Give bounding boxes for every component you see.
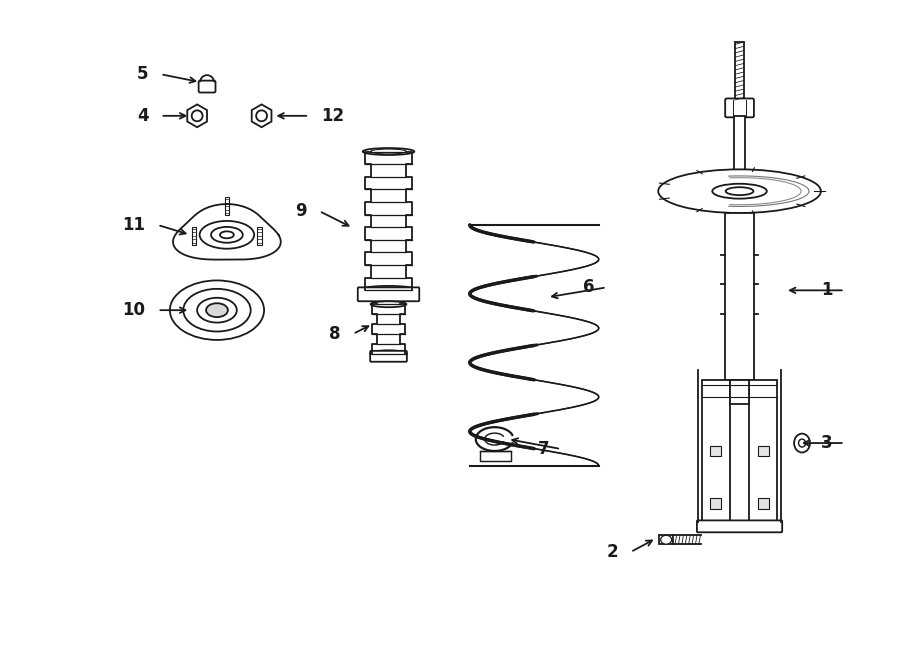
Text: 1: 1 <box>822 281 832 299</box>
Text: 8: 8 <box>329 325 341 343</box>
Text: 2: 2 <box>607 543 618 561</box>
Bar <box>257 227 262 245</box>
Ellipse shape <box>197 298 237 322</box>
Ellipse shape <box>200 221 254 249</box>
FancyBboxPatch shape <box>358 287 419 301</box>
Ellipse shape <box>794 434 810 452</box>
Ellipse shape <box>184 289 251 332</box>
Ellipse shape <box>371 301 407 307</box>
Ellipse shape <box>359 286 418 295</box>
Text: 6: 6 <box>583 278 595 297</box>
Text: 12: 12 <box>321 107 344 125</box>
Bar <box>734 42 744 102</box>
Ellipse shape <box>363 148 414 155</box>
Bar <box>730 379 750 404</box>
Ellipse shape <box>220 231 234 238</box>
Polygon shape <box>187 105 207 127</box>
Bar <box>225 197 230 215</box>
Circle shape <box>192 111 202 121</box>
Circle shape <box>256 111 267 121</box>
Text: 11: 11 <box>122 216 146 234</box>
FancyBboxPatch shape <box>370 351 407 361</box>
FancyBboxPatch shape <box>697 520 782 532</box>
Polygon shape <box>702 379 730 526</box>
Ellipse shape <box>658 169 821 213</box>
Bar <box>734 116 745 171</box>
Ellipse shape <box>371 149 407 154</box>
Text: 4: 4 <box>137 107 148 125</box>
Text: 7: 7 <box>537 440 549 458</box>
Ellipse shape <box>370 350 407 357</box>
Bar <box>192 227 196 245</box>
Bar <box>758 446 769 456</box>
Text: 10: 10 <box>122 301 146 319</box>
Text: 5: 5 <box>137 65 148 83</box>
Text: 3: 3 <box>821 434 833 452</box>
FancyBboxPatch shape <box>199 81 215 93</box>
FancyBboxPatch shape <box>725 99 754 117</box>
Ellipse shape <box>211 227 243 243</box>
Bar <box>480 451 511 461</box>
Bar <box>710 498 721 509</box>
Ellipse shape <box>170 281 264 340</box>
Polygon shape <box>252 105 272 127</box>
Ellipse shape <box>661 536 671 544</box>
Bar <box>659 536 673 544</box>
Bar <box>758 498 769 509</box>
Ellipse shape <box>725 187 753 195</box>
Ellipse shape <box>206 303 228 317</box>
Text: 9: 9 <box>295 202 307 220</box>
Bar <box>710 446 721 456</box>
Polygon shape <box>750 379 778 526</box>
Bar <box>724 213 754 379</box>
Ellipse shape <box>798 439 806 447</box>
Ellipse shape <box>712 184 767 199</box>
